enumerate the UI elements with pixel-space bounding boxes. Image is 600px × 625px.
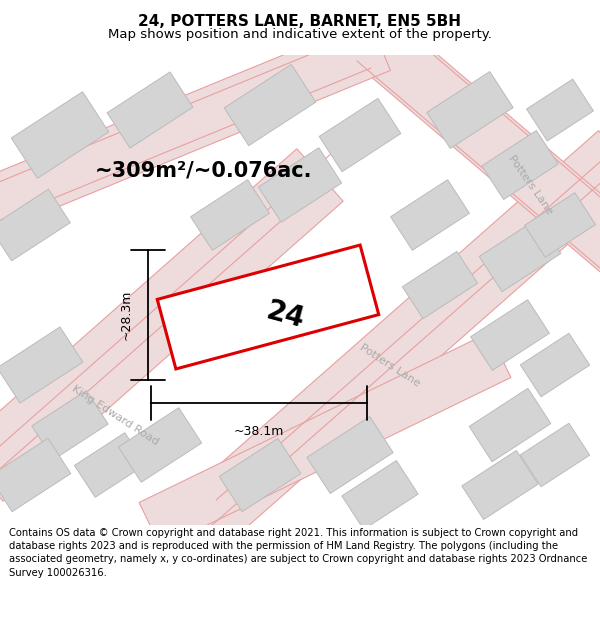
Text: Contains OS data © Crown copyright and database right 2021. This information is : Contains OS data © Crown copyright and d… [9,528,587,578]
Polygon shape [11,92,109,178]
Polygon shape [107,72,193,148]
Polygon shape [391,180,469,250]
Polygon shape [0,149,343,501]
Polygon shape [179,131,600,549]
Polygon shape [0,189,70,261]
Polygon shape [219,438,301,512]
Polygon shape [191,180,269,250]
Polygon shape [479,218,561,292]
Polygon shape [0,327,83,403]
Polygon shape [520,333,590,397]
Text: ~28.3m: ~28.3m [119,290,133,340]
Polygon shape [139,332,511,548]
Polygon shape [32,391,108,459]
Polygon shape [482,131,558,199]
Polygon shape [527,79,593,141]
Polygon shape [462,451,538,519]
Text: King Edward Road: King Edward Road [70,383,160,447]
Text: 24, POTTERS LANE, BARNET, EN5 5BH: 24, POTTERS LANE, BARNET, EN5 5BH [139,14,461,29]
Text: ~309m²/~0.076ac.: ~309m²/~0.076ac. [95,160,313,180]
Polygon shape [319,98,401,172]
Polygon shape [157,245,379,369]
Polygon shape [74,432,146,498]
Polygon shape [469,388,551,462]
Text: ~38.1m: ~38.1m [234,425,284,438]
Polygon shape [470,300,550,370]
Polygon shape [520,423,590,487]
Polygon shape [0,438,71,512]
Text: Potters Lane: Potters Lane [506,154,554,216]
Polygon shape [307,416,393,494]
Polygon shape [118,408,202,482]
Polygon shape [259,148,341,222]
Polygon shape [403,251,478,319]
Text: Map shows position and indicative extent of the property.: Map shows position and indicative extent… [108,28,492,41]
Polygon shape [224,64,316,146]
Polygon shape [427,71,513,149]
Text: 24: 24 [263,296,308,334]
Text: Potters Lane: Potters Lane [358,342,422,388]
Polygon shape [0,19,391,231]
Polygon shape [524,192,596,258]
Polygon shape [342,461,418,529]
Polygon shape [361,22,600,298]
